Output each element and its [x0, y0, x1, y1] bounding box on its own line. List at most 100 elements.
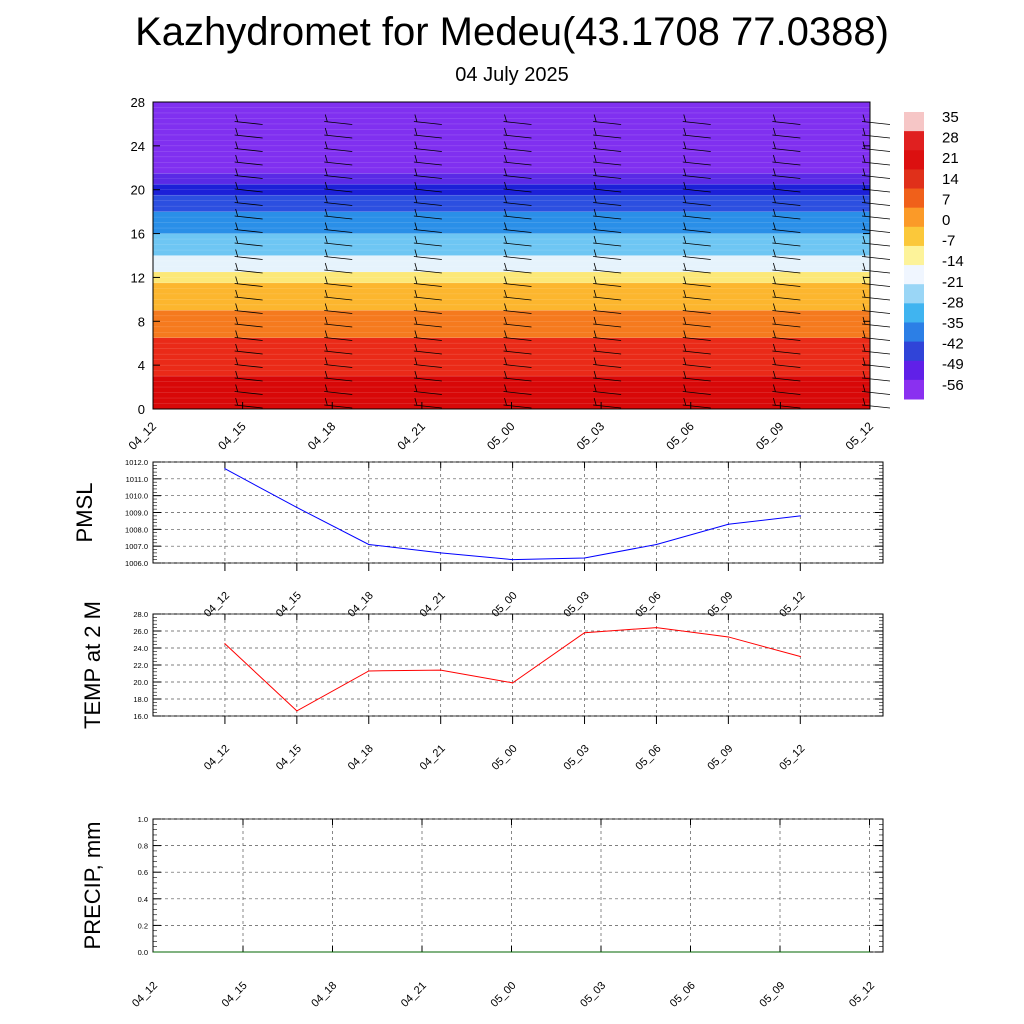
wind-barb [772, 229, 801, 233]
colorbar-label: 14 [942, 171, 959, 188]
wind-barb [593, 323, 622, 328]
wind-barb-flag [593, 330, 597, 338]
wind-barb-flag [862, 370, 866, 379]
y-tick-label: 0.4 [138, 895, 148, 904]
y-tick-label: 20 [131, 183, 145, 198]
heatmap-panel: 0 4 8 12 16 20 24 28 04_12 04_15 04_18 04_21 05_00 05… [126, 95, 891, 453]
colorbar-swatch [904, 207, 924, 228]
y-tick-label: 0.2 [138, 921, 148, 930]
y-tick-label: 0.0 [138, 948, 148, 957]
wind-barb [682, 161, 711, 166]
wind-barb [234, 296, 263, 301]
temp-data-point [368, 670, 370, 672]
wind-barb [324, 296, 353, 301]
wind-barb [413, 215, 442, 220]
wind-barb-flag [414, 195, 418, 203]
wind-barb [234, 121, 263, 125]
wind-barb-flag [324, 114, 328, 122]
wind-barb [413, 229, 442, 233]
x-tick-label: 05_12 [777, 743, 807, 773]
x-tick-label: 05_09 [705, 743, 735, 773]
wind-barb [234, 161, 263, 166]
y-tick-label: 0.6 [138, 868, 148, 877]
wind-barb-flag [683, 330, 687, 338]
y-tick-label: 0 [138, 402, 145, 417]
wind-barb-flag [235, 141, 239, 149]
wind-barb-flag [862, 289, 866, 298]
wind-barb-flag [593, 249, 597, 257]
wind-barb [682, 323, 711, 328]
y-tick-label: 1.0 [138, 815, 148, 824]
y-tick-label: 1012.0 [125, 458, 148, 467]
wind-barb [772, 404, 801, 409]
wind-barb-flag [772, 316, 776, 325]
wind-barb [324, 242, 353, 247]
wind-barb-flag [862, 316, 866, 325]
wind-barb [861, 161, 891, 166]
wind-barb-flag [772, 276, 776, 284]
wind-barb [593, 134, 622, 139]
wind-barb [413, 364, 442, 368]
pmsl-data-point [224, 468, 226, 470]
wind-barb-flag [235, 276, 239, 284]
y-tick-label: 26.0 [133, 627, 148, 636]
colorbar-swatch [904, 265, 924, 285]
wind-barb-flag [683, 384, 687, 392]
wind-barb [413, 337, 442, 341]
x-tick-label: 05_12 [843, 419, 877, 453]
wind-barb [772, 269, 801, 274]
wind-barb-flag [504, 154, 507, 163]
wind-barb [861, 242, 891, 247]
wind-barb-flag [504, 195, 507, 203]
wind-barb [682, 404, 711, 409]
wind-barb-flag [593, 303, 597, 311]
wind-barb-flag [683, 262, 687, 271]
wind-barb [682, 134, 711, 139]
wind-barb-flag [772, 357, 776, 365]
wind-barb-flag [593, 316, 597, 325]
wind-barb-flag [862, 235, 866, 244]
wind-barb-flag [324, 262, 328, 271]
wind-barb-flag [862, 154, 866, 163]
wind-barb [234, 323, 263, 328]
wind-barb [861, 256, 891, 260]
wind-barb-flag [414, 370, 418, 379]
wind-barb [503, 175, 532, 179]
colorbar-label: -28 [942, 294, 964, 311]
colorbar-swatch [904, 341, 924, 362]
x-tick-label: 04_15 [215, 419, 249, 453]
wind-barb-flag [414, 357, 418, 365]
pmsl-data-point [296, 506, 298, 509]
wind-barb-flag [772, 262, 776, 271]
wind-barb [593, 148, 622, 152]
wind-barb-flag [235, 181, 239, 190]
wind-barb [324, 148, 353, 152]
wind-barb-flag [504, 114, 507, 122]
wind-barb [861, 337, 891, 341]
wind-barb-flag [772, 249, 776, 257]
colorbar-swatch [904, 303, 924, 323]
colorbar-swatch [904, 169, 924, 190]
wind-barb-flag [772, 370, 776, 379]
temp-data-point [655, 627, 658, 629]
temp-data-point [440, 669, 442, 671]
wind-barb-flag [504, 141, 507, 149]
wind-barb [861, 323, 891, 328]
temp-data-point [727, 636, 729, 638]
wind-barb-flag [504, 276, 507, 284]
wind-barb [682, 364, 711, 368]
wind-barb-flag [593, 114, 597, 122]
wind-barb [772, 121, 801, 125]
wind-barb [861, 215, 891, 220]
wind-barb [413, 310, 442, 314]
wind-barb-flag [683, 303, 687, 311]
pmsl-data-point [512, 559, 514, 561]
wind-barb-flag [414, 208, 418, 217]
wind-barb-flag [862, 181, 866, 190]
wind-barb [234, 350, 263, 355]
wind-barb [682, 229, 711, 233]
wind-barb [413, 283, 442, 287]
wind-barb-flag [593, 235, 597, 244]
wind-barb-flag [504, 397, 507, 406]
wind-barb-flag [772, 397, 776, 406]
